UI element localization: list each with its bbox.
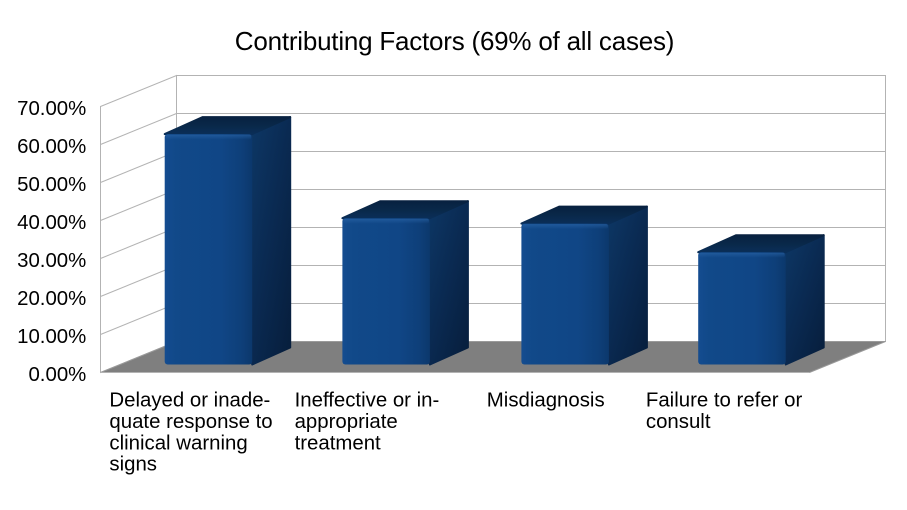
svg-text:60.00%: 60.00% [17,136,86,158]
svg-text:40.00%: 40.00% [17,212,86,234]
svg-text:20.00%: 20.00% [17,288,86,310]
svg-text:Misdiagnosis: Misdiagnosis [487,390,605,412]
svg-text:Delayed or inade-quate respons: Delayed or inade-quate response to clinic… [109,390,272,476]
svg-text:Contributing Factors (69% of a: Contributing Factors (69% of all cases) [235,26,674,56]
svg-text:70.00%: 70.00% [17,98,86,120]
svg-text:10.00%: 10.00% [17,326,86,348]
svg-text:50.00%: 50.00% [17,174,86,196]
svg-text:0.00%: 0.00% [28,364,86,386]
svg-text:30.00%: 30.00% [17,250,86,272]
